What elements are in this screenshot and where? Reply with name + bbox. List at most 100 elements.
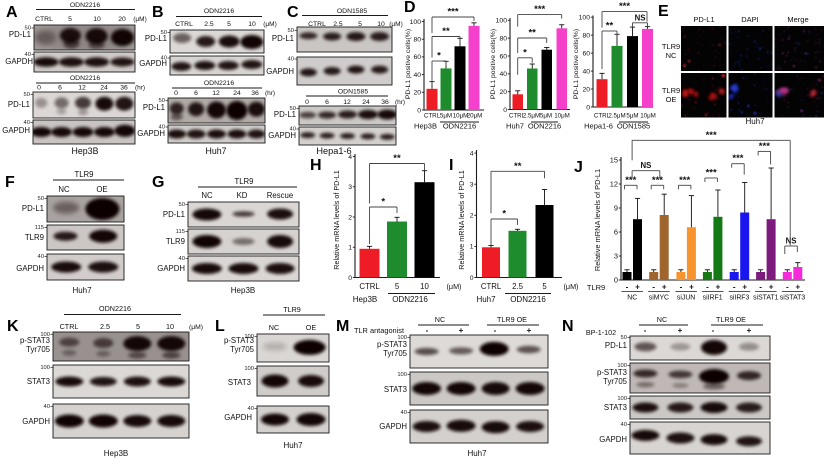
svg-text:10μM: 10μM: [554, 113, 570, 120]
svg-text:4: 4: [470, 150, 474, 157]
svg-text:9: 9: [614, 203, 618, 212]
svg-text:(μM): (μM): [189, 324, 203, 331]
svg-text:ODN2216: ODN2216: [70, 75, 100, 82]
svg-text:STAT3: STAT3: [228, 378, 251, 387]
svg-text:5: 5: [68, 16, 72, 23]
svg-text:40: 40: [621, 422, 627, 428]
svg-text:N: N: [562, 318, 574, 335]
svg-text:TLR9: TLR9: [587, 283, 605, 292]
svg-text:40: 40: [413, 72, 421, 79]
svg-text:+: +: [527, 326, 532, 335]
svg-text:TLR9: TLR9: [662, 86, 680, 95]
svg-text:GAPDH: GAPDH: [5, 57, 33, 66]
svg-text:D: D: [404, 0, 416, 16]
svg-text:100: 100: [397, 372, 407, 378]
svg-text:24: 24: [233, 90, 241, 97]
svg-text:(hr): (hr): [265, 90, 275, 97]
svg-text:+: +: [747, 326, 752, 335]
svg-text:Relative mRNA levels of PD-L1: Relative mRNA levels of PD-L1: [457, 170, 466, 269]
svg-text:GAPDH: GAPDH: [137, 129, 165, 138]
svg-text:6: 6: [58, 85, 62, 92]
svg-text:2.5: 2.5: [512, 282, 524, 291]
svg-text:K: K: [7, 318, 19, 335]
svg-text:ODN2216: ODN2216: [204, 80, 234, 87]
svg-text:2.5μM: 2.5μM: [523, 113, 540, 120]
svg-text:40: 40: [288, 57, 294, 63]
svg-text:+: +: [689, 283, 694, 292]
svg-text:100: 100: [410, 19, 422, 26]
svg-text:+: +: [716, 283, 721, 292]
svg-text:0: 0: [174, 90, 178, 97]
svg-text:PD-L1 positive cells(%): PD-L1 positive cells(%): [573, 29, 580, 99]
svg-text:ODN1585: ODN1585: [617, 122, 650, 131]
svg-text:ODN1585: ODN1585: [338, 89, 368, 96]
svg-text:10: 10: [166, 322, 174, 331]
svg-text:Hep3B: Hep3B: [414, 122, 437, 131]
svg-text:Tyr705: Tyr705: [230, 345, 254, 354]
svg-text:0: 0: [348, 275, 352, 282]
svg-text:36: 36: [120, 85, 128, 92]
svg-text:Merge: Merge: [787, 15, 808, 24]
svg-text:CTRL: CTRL: [60, 322, 79, 331]
svg-text:NC: NC: [58, 185, 70, 194]
svg-text:PD-L1 positive cells(%): PD-L1 positive cells(%): [405, 29, 412, 99]
svg-text:Huh7: Huh7: [205, 146, 226, 156]
svg-text:0: 0: [586, 104, 590, 111]
svg-text:36: 36: [381, 99, 389, 106]
svg-text:L: L: [215, 318, 225, 335]
svg-text:***: ***: [534, 4, 545, 15]
svg-text:(μM): (μM): [564, 282, 579, 291]
svg-text:100: 100: [496, 18, 508, 25]
svg-text:siMYC: siMYC: [649, 295, 669, 302]
svg-text:5μM: 5μM: [626, 113, 638, 120]
svg-text:NS: NS: [641, 161, 652, 170]
svg-text:PD-L1: PD-L1: [8, 100, 30, 109]
svg-text:-: -: [626, 283, 629, 292]
svg-text:10: 10: [420, 282, 429, 291]
svg-text:-: -: [712, 326, 715, 335]
svg-text:**: **: [606, 21, 614, 32]
svg-text:OE: OE: [306, 323, 317, 332]
svg-text:PD-L1: PD-L1: [22, 204, 44, 213]
svg-text:Huh7: Huh7: [72, 286, 92, 295]
svg-text:GAPDH: GAPDH: [139, 59, 167, 68]
svg-text:3: 3: [614, 251, 618, 260]
svg-text:GAPDH: GAPDH: [157, 264, 185, 273]
svg-text:TLR9: TLR9: [166, 237, 185, 246]
svg-text:***: ***: [625, 175, 636, 186]
svg-text:*: *: [381, 197, 385, 208]
svg-text:+: +: [459, 326, 464, 335]
svg-text:Huh7: Huh7: [476, 295, 496, 304]
svg-text:CTRL: CTRL: [175, 21, 193, 28]
svg-text:STAT3: STAT3: [604, 403, 627, 412]
svg-text:p-STAT3: p-STAT3: [20, 336, 50, 345]
svg-text:KD: KD: [237, 191, 248, 200]
svg-text:ODN2216: ODN2216: [528, 122, 561, 131]
svg-text:TLR9: TLR9: [74, 170, 93, 179]
svg-text:**: **: [442, 26, 450, 37]
svg-text:115: 115: [35, 225, 44, 231]
svg-text:5: 5: [542, 282, 547, 291]
svg-text:A: A: [6, 4, 18, 21]
svg-text:+: +: [678, 326, 683, 335]
svg-text:ODN2216: ODN2216: [392, 295, 428, 304]
svg-text:TLR9: TLR9: [283, 305, 301, 314]
svg-text:2.5μM: 2.5μM: [608, 113, 625, 120]
svg-text:10: 10: [93, 16, 101, 23]
svg-text:siSTAT1: siSTAT1: [753, 295, 779, 302]
svg-text:-: -: [733, 283, 736, 292]
svg-text:C: C: [287, 4, 299, 21]
svg-text:20: 20: [499, 89, 507, 96]
svg-text:60: 60: [413, 54, 421, 61]
svg-text:ODN2216: ODN2216: [204, 8, 234, 15]
svg-text:+: +: [795, 283, 800, 292]
svg-text:CTRL: CTRL: [481, 282, 502, 291]
svg-text:1: 1: [348, 245, 352, 252]
svg-text:*: *: [437, 51, 441, 62]
svg-text:20: 20: [118, 16, 126, 23]
svg-text:0: 0: [305, 99, 309, 106]
svg-text:(hr): (hr): [395, 99, 405, 106]
svg-text:+: +: [769, 283, 774, 292]
svg-text:40: 40: [582, 68, 590, 75]
svg-text:0: 0: [417, 107, 421, 114]
